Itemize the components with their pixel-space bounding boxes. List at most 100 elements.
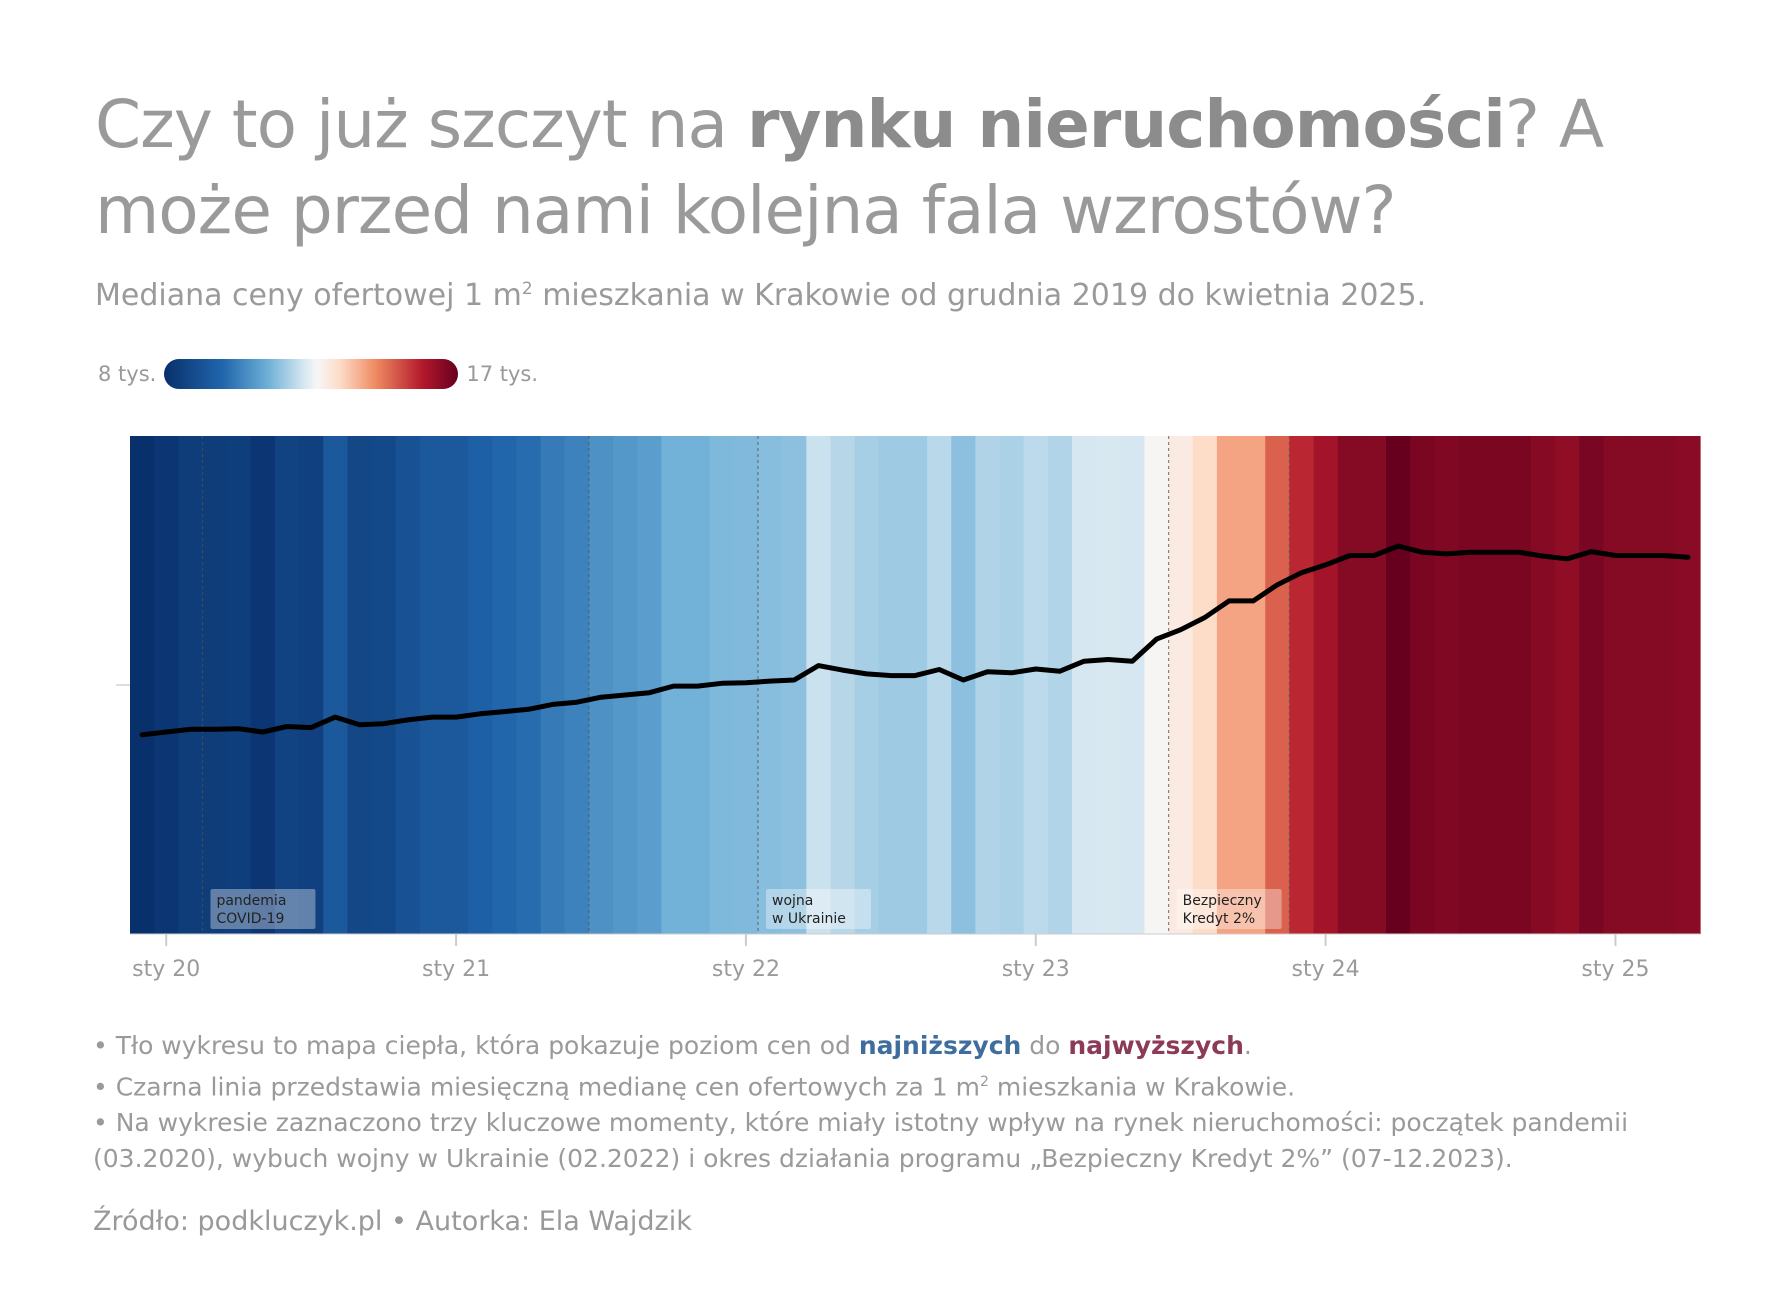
x-tick-label: sty 24 [1292,957,1360,982]
event-label-box [1176,889,1282,929]
heatmap-band [226,436,252,934]
note-line-1: • Tło wykresu to mapa ciepła, która poka… [93,1028,1733,1064]
heatmap-band [1410,436,1435,934]
heatmap-band [1289,436,1315,934]
x-tick-label: sty 22 [712,957,780,982]
heatmap-band [299,436,324,934]
heatmap-band [975,436,1001,934]
color-legend: 8 tys. 17 tys. [98,356,538,392]
note1-end: . [1243,1031,1252,1060]
heatmap-band [927,436,952,934]
heatmap-band [1579,436,1604,934]
heatmap-band [371,436,397,934]
event-label-text: Bezpieczny [1183,893,1262,909]
heatmap-band [516,436,542,934]
heatmap-band [1241,436,1266,934]
event-label-box [210,889,316,929]
heatmap-band [1168,436,1194,934]
heatmap-band [154,436,179,934]
event-label-text: COVID-19 [216,911,284,927]
notes: • Tło wykresu to mapa ciepła, która poka… [93,1028,1733,1177]
event-label-text: w Ukrainie [772,911,846,927]
heatmap-band [202,436,228,934]
heatmap-band [1216,436,1242,934]
heatmap-band [782,436,807,934]
legend-gradient-bar [164,359,459,389]
heatmap-band [806,436,832,934]
heatmap-band [1313,436,1339,934]
note-line-2: • Czarna linia przedstawia miesięczną me… [93,1064,1733,1105]
heatmap-band [1603,436,1629,934]
note1-lowest: najniższych [858,1031,1022,1060]
note1-text: • Tło wykresu to mapa ciepła, która poka… [93,1031,859,1060]
heatmap-band [323,436,348,934]
median-price-line [139,543,1691,738]
title-part1: Czy to już szczyt na [95,86,747,163]
heatmap-band [395,436,421,934]
heatmap-band [1434,436,1460,934]
heatmap-band [1530,436,1556,934]
heatmap-band [1047,436,1073,934]
heatmap-band [178,436,204,934]
heatmap-band [854,436,880,934]
title-part2: ? A może przed nami kolejna fala wzrostó… [95,86,1604,249]
note-line-3: • Na wykresie zaznaczono trzy kluczowe m… [93,1108,1629,1174]
heatmap-band [637,436,662,934]
heatmap-band [878,436,904,934]
note2-end: mieszkania w Krakowie. [988,1072,1296,1102]
event-label: Bezpieczny Kredyt 2% [1176,889,1282,929]
heatmap-band [492,436,518,934]
source-credit: Źródło: podkluczyk.pl • Autorka: Ela Waj… [93,1206,692,1237]
note1-highest: najwyższych [1068,1031,1244,1060]
heatmap-band [1651,436,1677,934]
x-tick-label: sty 21 [422,957,490,982]
heatmap-band [444,436,469,934]
chart-title: Czy to już szczyt na rynku nieruchomości… [95,82,1715,254]
legend-min-label: 8 tys. [98,362,157,386]
heatmap-band [1361,436,1387,934]
heatmap-band [1023,436,1049,934]
heatmap-band [902,436,928,934]
heatmap-band [130,436,155,934]
heatmap-band [1337,436,1363,934]
x-tick-label: sty 20 [132,957,200,982]
heatmap-band [564,436,590,934]
heatmap-band [347,436,373,934]
heatmap-band [613,436,638,934]
heatmap-band [274,436,300,934]
note2-sup: 2 [980,1074,989,1090]
x-tick-label: sty 25 [1581,957,1649,982]
heatmap-band [1675,436,1701,934]
heatmap-band [540,436,566,934]
event-label-box [766,889,871,929]
heatmap-band [1627,436,1653,934]
heatmap-band [419,436,445,934]
heatmap-band [830,436,856,934]
heatmap-band [1506,436,1532,934]
heatmap-band [1144,436,1170,934]
heatmap-band [1555,436,1580,934]
heatmap-band [250,436,276,934]
heatmap-band [1458,436,1484,934]
legend-max-label: 17 tys. [466,362,539,386]
heatmap-band [999,436,1025,934]
note2-text: • Czarna linia przedstawia miesięczną me… [93,1072,981,1102]
heatmap-band [951,436,976,934]
heatmap-band [758,436,783,934]
price-heatmap-chart: pandemia COVID-19 wojna w Ukrainie Bezpieczn… [116,436,1701,982]
chart-subtitle: Mediana ceny ofertowej 1 m2 mieszkania w… [95,278,1426,313]
heatmap-band [1072,436,1097,934]
title-bold: rynku nieruchomości [746,86,1506,163]
heatmap-band [1386,436,1411,934]
event-label: wojna w Ukrainie [766,889,871,929]
note1-mid: do [1021,1031,1069,1060]
heatmap-band [468,436,493,934]
heatmap-band [1265,436,1290,934]
event-label: pandemia COVID-19 [210,889,316,929]
heatmap-band [588,436,614,934]
subtitle-sup: 2 [521,279,533,299]
event-label-text: Kredyt 2% [1183,911,1256,927]
subtitle-part1: Mediana ceny ofertowej 1 m [95,278,522,313]
event-label-text: wojna [772,893,813,909]
event-label-text: pandemia [216,893,286,909]
